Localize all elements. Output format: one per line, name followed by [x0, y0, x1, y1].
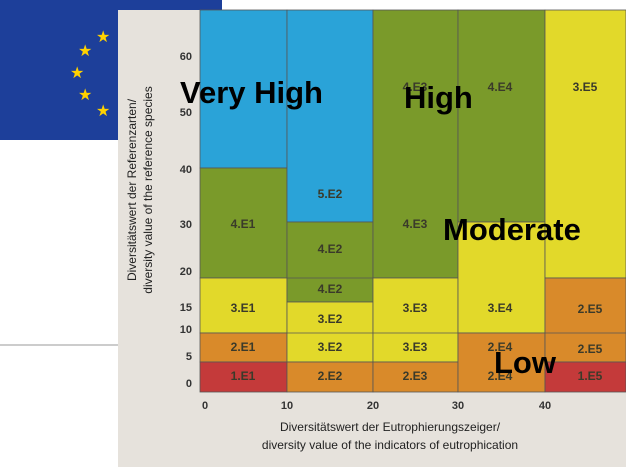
cell-region — [458, 10, 545, 222]
svg-text:★: ★ — [96, 29, 110, 46]
cell-label: 4.E2 — [318, 242, 343, 256]
screenshot: ★★★ ★★ 4.E13.E12.E11.E15.E24.E24.E23.E23… — [0, 0, 626, 467]
svg-text:★: ★ — [70, 65, 84, 82]
svg-text:★: ★ — [96, 103, 110, 120]
x-tick-label: 30 — [452, 400, 464, 412]
y-tick-label: 20 — [180, 266, 192, 278]
y-tick-label: 0 — [186, 378, 192, 390]
cell-label: 2.E1 — [231, 340, 256, 354]
x-axis-title: Diversitätswert der Eutrophierungszeiger… — [280, 420, 501, 434]
cell-label: 2.E5 — [578, 302, 603, 316]
cell-label: 4.E2 — [318, 282, 343, 296]
cell-label: 4.E1 — [231, 217, 256, 231]
svg-text:★: ★ — [78, 87, 92, 104]
cell-label: 2.E2 — [318, 369, 343, 383]
y-tick-label: 40 — [180, 164, 192, 176]
cell-label: 4.E4 — [488, 80, 513, 94]
x-tick-label: 20 — [367, 400, 379, 412]
y-tick-label: 15 — [180, 302, 192, 314]
cell-label: 1.E1 — [231, 369, 256, 383]
cell-label: 5.E2 — [318, 187, 343, 201]
x-axis-title: diversity value of the indicators of eut… — [262, 438, 518, 452]
cell-label: 3.E3 — [403, 301, 428, 315]
cell-label: 1.E5 — [578, 369, 603, 383]
overlay-label: Moderate — [443, 212, 581, 247]
cell-label: 3.E4 — [488, 301, 513, 315]
x-tick-label: 10 — [281, 400, 293, 412]
cell-label: 3.E2 — [318, 340, 343, 354]
svg-text:★: ★ — [78, 43, 92, 60]
x-tick-label: 0 — [202, 400, 208, 412]
x-tick-label: 40 — [539, 400, 551, 412]
cell-label: 3.E3 — [403, 340, 428, 354]
overlay-label: Very High — [180, 75, 323, 110]
y-axis-title: diversity value of the reference species — [141, 86, 155, 293]
cell-label: 4.E3 — [403, 217, 428, 231]
cell-label: 3.E5 — [573, 80, 598, 94]
y-tick-label: 60 — [180, 51, 192, 63]
y-axis-title: Diversitätswert der Referenzarten/ — [125, 98, 139, 281]
y-tick-label: 30 — [180, 219, 192, 231]
y-tick-label: 5 — [186, 351, 192, 363]
y-tick-label: 10 — [180, 324, 192, 336]
overlay-label: Low — [494, 345, 557, 380]
overlay-label: High — [404, 80, 473, 115]
cell-label: 2.E5 — [578, 342, 603, 356]
cell-label: 3.E1 — [231, 301, 256, 315]
cell-label: 2.E3 — [403, 369, 428, 383]
cell-label: 3.E2 — [318, 312, 343, 326]
